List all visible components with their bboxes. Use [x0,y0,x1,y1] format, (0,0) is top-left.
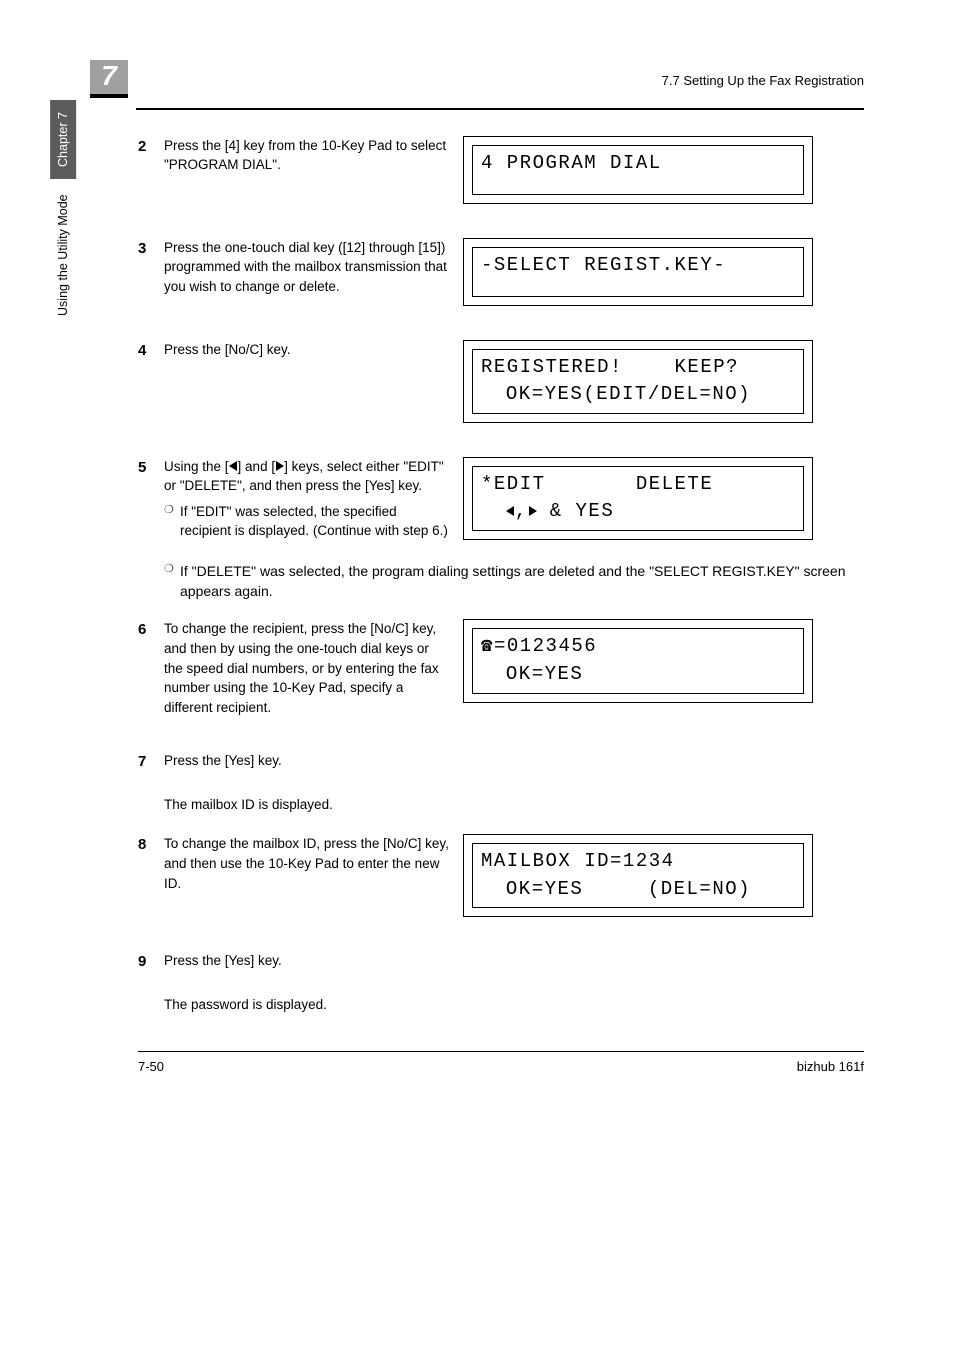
step-5: 5 Using the [] and [] keys, select eithe… [138,457,864,602]
lcd-display: MAILBOX ID=1234 OK=YES (DEL=NO) [463,834,813,917]
lcd-content: ☎=0123456 OK=YES [472,628,804,693]
step-2: 2 Press the [4] key from the 10-Key Pad … [138,136,864,204]
step-text-secondary: The mailbox ID is displayed. [164,795,864,815]
step-6: 6 To change the recipient, press the [No… [138,619,864,717]
step-7: 7 Press the [Yes] key. The mailbox ID is… [138,751,864,814]
step-text: To change the mailbox ID, press the [No/… [164,834,449,917]
lcd-display: 4 PROGRAM DIAL [463,136,813,204]
lcd-display: ☎=0123456 OK=YES [463,619,813,702]
step-text: To change the recipient, press the [No/C… [164,619,449,717]
step-number: 9 [138,951,164,973]
product-name: bizhub 161f [797,1058,864,1077]
page-footer: 7-50 bizhub 161f [138,1051,864,1077]
arrow-left-icon [506,506,514,516]
arrow-right-icon [529,506,537,516]
step-text-secondary: The password is displayed. [164,995,864,1015]
step-text: Press the [4] key from the 10-Key Pad to… [164,136,449,204]
lcd-content: MAILBOX ID=1234 OK=YES (DEL=NO) [472,843,804,908]
step-number: 2 [138,136,164,158]
step-text: Press the [No/C] key. [164,340,449,423]
step-number: 3 [138,238,164,260]
lcd-content: REGISTERED! KEEP? OK=YES(EDIT/DEL=NO) [472,349,804,414]
step-text: Using the [] and [] keys, select either … [164,457,449,541]
step-number: 6 [138,619,164,641]
section-title: 7.7 Setting Up the Fax Registration [136,72,864,98]
sidebar: Using the Utility Mode Chapter 7 [50,100,76,328]
step-9: 9 Press the [Yes] key. The password is d… [138,951,864,1014]
sub-bullet: If "DELETE" was selected, the program di… [164,561,864,602]
step-8: 8 To change the mailbox ID, press the [N… [138,834,864,917]
step-number: 8 [138,834,164,856]
step-3: 3 Press the one-touch dial key ([12] thr… [138,238,864,306]
page-number: 7-50 [138,1058,164,1077]
step-text: Press the one-touch dial key ([12] throu… [164,238,449,306]
chapter-number-tab: 7 [90,60,128,98]
sidebar-chapter-label: Chapter 7 [50,100,76,179]
arrow-left-icon [229,461,237,471]
lcd-content: *EDIT DELETE , & YES [472,466,804,531]
header-divider [136,108,864,110]
arrow-right-icon [276,461,284,471]
step-number: 5 [138,457,164,479]
step-number: 7 [138,751,164,773]
step-text: Press the [Yes] key. [164,951,864,971]
sub-bullet: If "EDIT" was selected, the specified re… [164,502,449,541]
lcd-content: 4 PROGRAM DIAL [472,145,804,195]
step-number: 4 [138,340,164,362]
lcd-content: -SELECT REGIST.KEY- [472,247,804,297]
lcd-display: REGISTERED! KEEP? OK=YES(EDIT/DEL=NO) [463,340,813,423]
lcd-display: -SELECT REGIST.KEY- [463,238,813,306]
sidebar-mode-label: Using the Utility Mode [50,182,76,328]
step-text: Press the [Yes] key. [164,751,864,771]
step-4: 4 Press the [No/C] key. REGISTERED! KEEP… [138,340,864,423]
lcd-display: *EDIT DELETE , & YES [463,457,813,540]
